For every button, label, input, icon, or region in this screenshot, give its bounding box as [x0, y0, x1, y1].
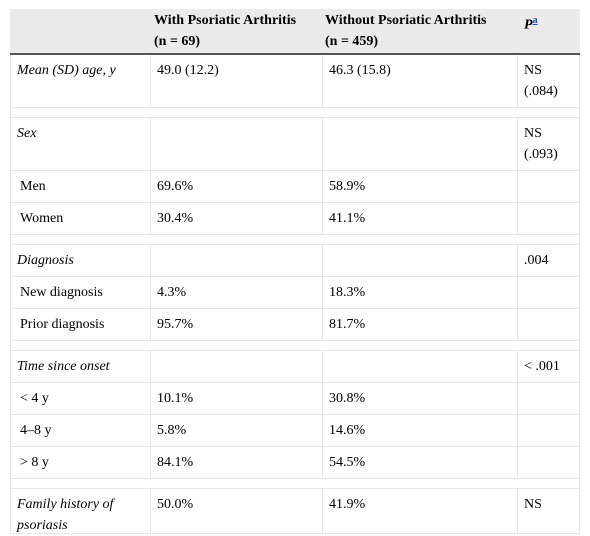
table-row-age: Mean (SD) age, y 49.0 (12.2) 46.3 (15.8)… [10, 55, 580, 108]
table-row-new-diagnosis: New diagnosis 4.3% 18.3% [10, 277, 580, 309]
value-without-psa: 14.6% [323, 415, 518, 446]
value-with-psa: 4.3% [151, 277, 323, 308]
footnote-a-link[interactable]: a [532, 15, 538, 26]
row-spacer [10, 235, 580, 245]
p-value [518, 203, 580, 234]
header-without-psa-n: (n = 459) [325, 34, 379, 49]
table-row-time-since-onset: Time since onset < .001 [10, 351, 580, 383]
header-p-label: P [524, 17, 533, 33]
table-row-men: Men 69.6% 58.9% [10, 171, 580, 203]
value-without-psa: 58.9% [323, 171, 518, 202]
value-without-psa: 81.7% [323, 309, 518, 340]
header-without-psa: Without Psoriatic Arthritis (n = 459) [323, 9, 518, 53]
header-with-psa: With Psoriatic Arthritis (n = 69) [151, 9, 323, 53]
table-row-gt8: > 8 y 84.1% 54.5% [10, 447, 580, 479]
value-with-psa: 49.0 (12.2) [151, 55, 323, 107]
p-value [518, 415, 580, 446]
row-label: > 8 y [10, 447, 151, 478]
value-with-psa: 5.8% [151, 415, 323, 446]
value-without-psa: 54.5% [323, 447, 518, 478]
p-value-line2: (.084) [524, 84, 558, 99]
p-value-line1: NS [524, 63, 542, 78]
value-without-psa: 30.8% [323, 383, 518, 414]
p-value [518, 171, 580, 202]
value-with-psa [151, 351, 323, 382]
p-value-line1: NS [524, 126, 542, 141]
value-without-psa: 46.3 (15.8) [323, 55, 518, 107]
header-without-psa-title: Without Psoriatic Arthritis [325, 13, 487, 28]
table-header: With Psoriatic Arthritis (n = 69) Withou… [10, 9, 580, 55]
table-row-family-history: Family history of psoriasis 50.0% 41.9% … [10, 489, 580, 534]
value-without-psa [323, 351, 518, 382]
p-value: .004 [518, 245, 580, 276]
row-label: New diagnosis [10, 277, 151, 308]
row-label: Mean (SD) age, y [10, 55, 151, 107]
value-with-psa: 50.0% [151, 489, 323, 533]
table-row-sex: Sex NS (.093) [10, 118, 580, 171]
p-value [518, 383, 580, 414]
value-without-psa: 41.9% [323, 489, 518, 533]
row-spacer [10, 341, 580, 351]
value-without-psa: 18.3% [323, 277, 518, 308]
value-with-psa [151, 245, 323, 276]
value-with-psa: 69.6% [151, 171, 323, 202]
p-value-line2: (.093) [524, 147, 558, 162]
value-without-psa [323, 245, 518, 276]
value-with-psa [151, 118, 323, 170]
p-value: < .001 [518, 351, 580, 382]
row-label: < 4 y [10, 383, 151, 414]
value-with-psa: 10.1% [151, 383, 323, 414]
table-row-prior-diagnosis: Prior diagnosis 95.7% 81.7% [10, 309, 580, 341]
table-row-women: Women 30.4% 41.1% [10, 203, 580, 235]
row-label: Prior diagnosis [10, 309, 151, 340]
row-spacer [10, 108, 580, 118]
header-p-value: Pa [518, 9, 580, 53]
value-with-psa: 84.1% [151, 447, 323, 478]
p-value: NS [518, 489, 580, 533]
row-label: Family history of psoriasis [10, 489, 151, 533]
row-label: Diagnosis [10, 245, 151, 276]
value-without-psa: 41.1% [323, 203, 518, 234]
row-label-line2: psoriasis [17, 518, 68, 533]
table-row-diagnosis: Diagnosis .004 [10, 245, 580, 277]
results-table: With Psoriatic Arthritis (n = 69) Withou… [10, 9, 580, 534]
p-value [518, 447, 580, 478]
p-value [518, 309, 580, 340]
row-spacer [10, 479, 580, 489]
value-with-psa: 95.7% [151, 309, 323, 340]
table-row-lt4: < 4 y 10.1% 30.8% [10, 383, 580, 415]
row-label: Sex [10, 118, 151, 170]
table-row-4to8: 4–8 y 5.8% 14.6% [10, 415, 580, 447]
row-label: 4–8 y [10, 415, 151, 446]
p-value [518, 277, 580, 308]
row-label: Men [10, 171, 151, 202]
row-label-line1: Family history of [17, 497, 114, 512]
row-label: Time since onset [10, 351, 151, 382]
row-label: Women [10, 203, 151, 234]
header-with-psa-title: With Psoriatic Arthritis [154, 13, 297, 28]
value-with-psa: 30.4% [151, 203, 323, 234]
header-with-psa-n: (n = 69) [154, 34, 201, 49]
p-value: NS (.084) [518, 55, 580, 107]
header-empty-cell [10, 9, 151, 53]
value-without-psa [323, 118, 518, 170]
p-value: NS (.093) [518, 118, 580, 170]
